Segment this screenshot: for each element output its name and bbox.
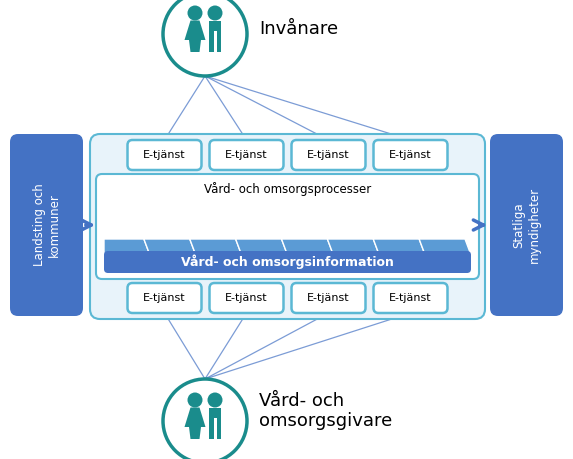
Circle shape bbox=[207, 6, 222, 21]
Text: Vård- och
omsorgsgivare: Vård- och omsorgsgivare bbox=[259, 392, 393, 431]
Polygon shape bbox=[217, 418, 221, 439]
Circle shape bbox=[163, 379, 247, 459]
Text: E-tjänst: E-tjänst bbox=[389, 150, 432, 160]
Text: Vård- och omsorgsprocesser: Vård- och omsorgsprocesser bbox=[204, 182, 371, 196]
FancyBboxPatch shape bbox=[90, 134, 485, 319]
Polygon shape bbox=[217, 31, 221, 52]
Polygon shape bbox=[236, 239, 288, 271]
Text: E-tjänst: E-tjänst bbox=[143, 293, 186, 303]
FancyBboxPatch shape bbox=[292, 283, 366, 313]
Polygon shape bbox=[209, 31, 214, 52]
FancyBboxPatch shape bbox=[374, 283, 448, 313]
FancyBboxPatch shape bbox=[210, 140, 284, 170]
Polygon shape bbox=[281, 239, 333, 271]
Text: E-tjänst: E-tjänst bbox=[225, 293, 268, 303]
Polygon shape bbox=[327, 239, 379, 271]
Circle shape bbox=[187, 392, 202, 408]
Circle shape bbox=[187, 6, 202, 21]
Polygon shape bbox=[209, 408, 221, 418]
Polygon shape bbox=[189, 40, 201, 52]
Polygon shape bbox=[189, 427, 201, 439]
Circle shape bbox=[163, 0, 247, 76]
FancyBboxPatch shape bbox=[96, 174, 479, 279]
Text: E-tjänst: E-tjänst bbox=[307, 293, 350, 303]
Polygon shape bbox=[373, 239, 425, 271]
FancyBboxPatch shape bbox=[210, 283, 284, 313]
FancyBboxPatch shape bbox=[10, 134, 83, 316]
Polygon shape bbox=[209, 418, 214, 439]
FancyBboxPatch shape bbox=[128, 283, 202, 313]
Polygon shape bbox=[190, 239, 242, 271]
FancyBboxPatch shape bbox=[128, 140, 202, 170]
FancyBboxPatch shape bbox=[374, 140, 448, 170]
Polygon shape bbox=[185, 408, 206, 427]
Polygon shape bbox=[209, 21, 221, 31]
Polygon shape bbox=[419, 239, 471, 271]
Text: E-tjänst: E-tjänst bbox=[307, 150, 350, 160]
Polygon shape bbox=[185, 21, 206, 40]
Polygon shape bbox=[144, 239, 196, 271]
Text: Landsting och
kommuner: Landsting och kommuner bbox=[33, 184, 61, 266]
Text: E-tjänst: E-tjänst bbox=[143, 150, 186, 160]
Circle shape bbox=[207, 392, 222, 408]
Text: Invånare: Invånare bbox=[259, 20, 338, 38]
Text: Vård- och omsorgsinformation: Vård- och omsorgsinformation bbox=[181, 255, 394, 269]
Polygon shape bbox=[104, 239, 150, 271]
Text: Statliga
myndigheter: Statliga myndigheter bbox=[512, 187, 540, 263]
FancyBboxPatch shape bbox=[490, 134, 563, 316]
Text: E-tjänst: E-tjänst bbox=[389, 293, 432, 303]
Text: E-tjänst: E-tjänst bbox=[225, 150, 268, 160]
FancyBboxPatch shape bbox=[104, 251, 471, 273]
FancyBboxPatch shape bbox=[292, 140, 366, 170]
